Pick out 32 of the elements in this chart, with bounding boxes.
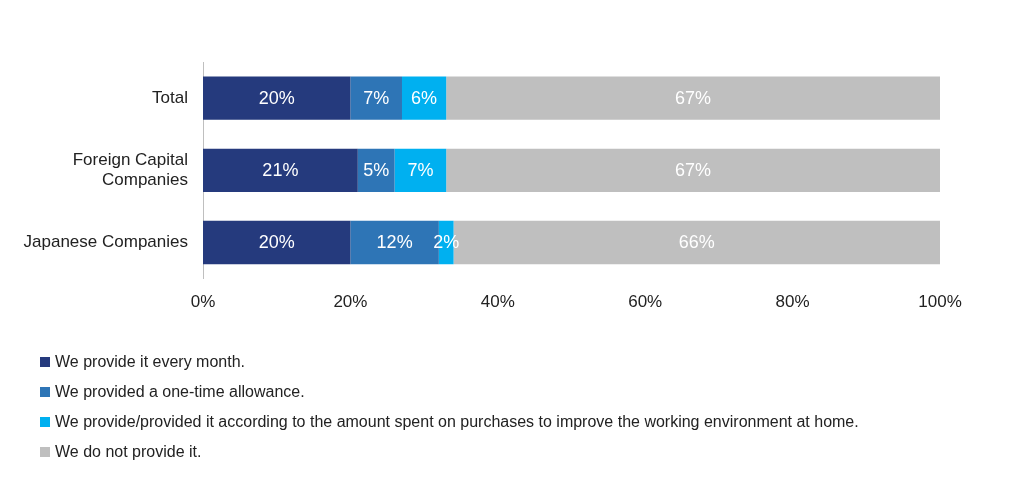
data-label: 20% bbox=[258, 88, 295, 109]
bar bbox=[401, 76, 447, 120]
x-tick-label: 20% bbox=[333, 292, 368, 312]
data-label: 67% bbox=[675, 160, 712, 181]
y-tick-label: Total bbox=[152, 87, 188, 107]
x-tick-label: 0% bbox=[190, 292, 216, 312]
data-label: 6% bbox=[411, 88, 438, 109]
bar bbox=[394, 148, 447, 192]
x-tick-label: 80% bbox=[775, 292, 810, 312]
bar bbox=[446, 148, 940, 192]
bar bbox=[446, 76, 940, 120]
data-label: 12% bbox=[376, 232, 413, 253]
bar bbox=[203, 76, 351, 120]
bar bbox=[203, 148, 358, 192]
data-label: 7% bbox=[363, 88, 390, 109]
legend-label: We provide/provided it according to the amount spent on purchases to improve the working environment at home. bbox=[55, 413, 859, 431]
data-label: 67% bbox=[675, 88, 712, 109]
legend-label: We do not provide it. bbox=[55, 443, 202, 461]
data-label: 21% bbox=[262, 160, 299, 181]
data-label: 20% bbox=[258, 232, 295, 253]
y-tick-label: Foreign Capital Companies bbox=[72, 149, 188, 190]
x-tick-label: 100% bbox=[918, 292, 962, 312]
bar bbox=[350, 76, 402, 120]
data-label: 5% bbox=[363, 160, 390, 181]
data-label: 66% bbox=[678, 232, 715, 253]
bar bbox=[203, 220, 351, 265]
x-tick-label: 60% bbox=[628, 292, 663, 312]
legend-label: We provide it every month. bbox=[55, 353, 246, 371]
x-tick-label: 40% bbox=[480, 292, 515, 312]
data-label: 7% bbox=[407, 160, 434, 181]
legend-label: We provided a one-time allowance. bbox=[55, 383, 305, 401]
y-tick-label: Japanese Companies bbox=[23, 232, 188, 252]
